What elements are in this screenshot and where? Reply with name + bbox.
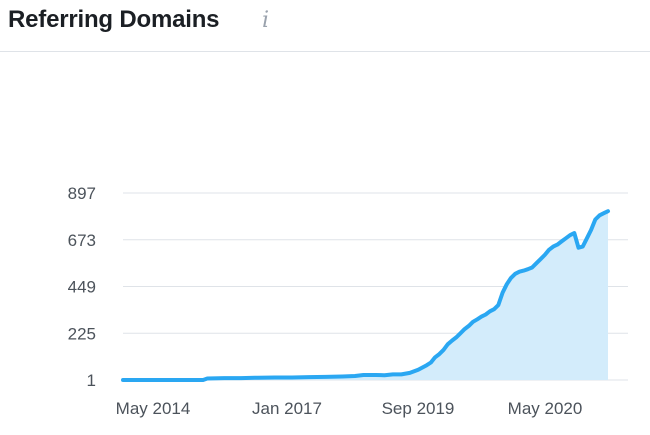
info-icon[interactable]: i [262,8,270,33]
y-tick-label: 1 [87,371,96,390]
area-fill [123,211,608,380]
y-tick-label: 897 [68,184,96,203]
y-axis-ticks: 1 225 449 673 897 [68,184,96,390]
x-axis-ticks: May 2014 Jan 2017 Sep 2019 May 2020 [116,399,583,418]
y-tick-label: 449 [68,278,96,297]
x-tick-label: Jan 2017 [252,399,322,418]
x-tick-label: May 2014 [116,399,191,418]
y-tick-label: 673 [68,231,96,250]
x-tick-label: May 2020 [508,399,583,418]
widget-title: Referring Domains [8,6,220,33]
widget-header: Referring Domains i [0,0,650,52]
y-tick-label: 225 [68,324,96,343]
x-tick-label: Sep 2019 [382,399,455,418]
series-line [121,209,610,382]
